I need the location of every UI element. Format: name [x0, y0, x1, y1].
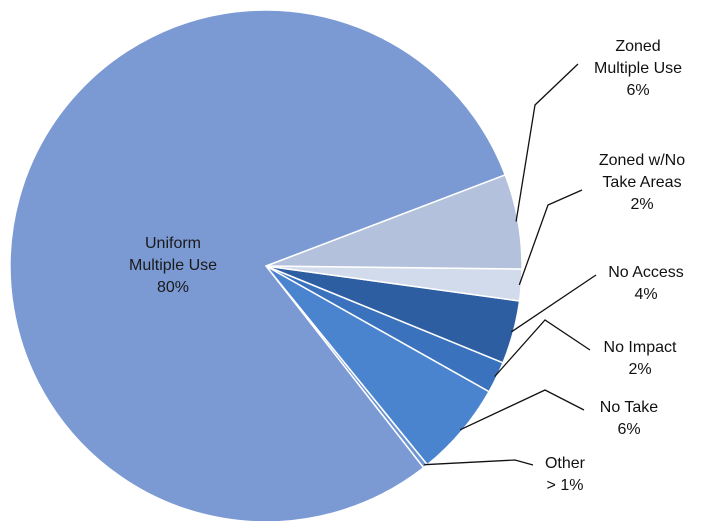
slice-label-value: 4%	[634, 286, 658, 303]
slice-label-zoned-no-take: Zoned w/No Take Areas 2%	[582, 150, 702, 216]
slice-label-other: Other > 1%	[530, 453, 600, 497]
leader-line	[515, 63, 579, 222]
slice-label-value: 2%	[630, 196, 654, 213]
slice-label-value: 6%	[617, 421, 641, 438]
leader-line	[459, 389, 585, 431]
pie-slices	[9, 9, 523, 521]
leader-line	[518, 189, 583, 286]
slice-label-line-1: No Impact	[603, 339, 677, 356]
slice-label-line-1: Zoned w/No	[598, 152, 686, 169]
leader-line	[424, 459, 534, 466]
leader-line	[494, 319, 591, 377]
slice-label-line-1: Zoned	[615, 38, 661, 55]
slice-label-line-1: Other	[544, 455, 585, 472]
slice-label-line-2: Multiple Use	[128, 257, 218, 274]
slice-label-line-2: Take Areas	[602, 174, 682, 191]
slice-label-uniform-multiple-use: Uniform Multiple Use 80%	[88, 233, 258, 299]
slice-label-no-impact: No Impact 2%	[590, 337, 690, 381]
slice-label-line-1: No Access	[608, 264, 684, 281]
slice-label-no-take: No Take 6%	[584, 397, 674, 441]
leader-lines	[424, 63, 597, 466]
slice-label-zoned-multiple-use: Zoned Multiple Use 6%	[578, 36, 698, 102]
leader-line	[510, 274, 597, 333]
slice-label-value: 2%	[628, 361, 652, 378]
slice-label-value: > 1%	[546, 477, 584, 494]
slice-label-line-2: Multiple Use	[593, 60, 683, 77]
slice-label-line-1: Uniform	[144, 235, 201, 252]
slice-label-no-access: No Access 4%	[596, 262, 696, 306]
slice-label-value: 6%	[626, 82, 650, 99]
slice-label-value: 80%	[156, 279, 190, 296]
slice-label-line-1: No Take	[599, 399, 659, 416]
